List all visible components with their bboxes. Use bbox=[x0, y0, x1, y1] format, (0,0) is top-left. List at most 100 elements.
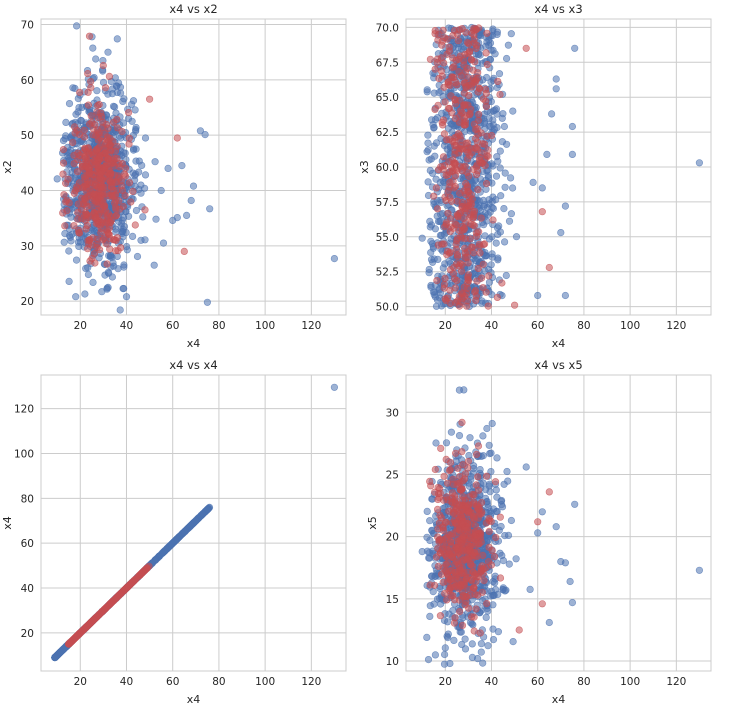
data-point bbox=[483, 60, 491, 69]
y-tick-label: 50 bbox=[21, 130, 34, 142]
data-point bbox=[493, 153, 501, 161]
data-point bbox=[497, 192, 505, 200]
data-point bbox=[435, 166, 443, 174]
data-point bbox=[90, 190, 98, 198]
y-tick-label: 70.0 bbox=[376, 22, 399, 34]
x-tick-label: 120 bbox=[301, 676, 321, 688]
data-point bbox=[434, 544, 442, 552]
data-point bbox=[442, 533, 451, 542]
data-point bbox=[571, 500, 579, 508]
data-point bbox=[85, 120, 94, 128]
data-point bbox=[87, 77, 95, 86]
data-point bbox=[451, 114, 459, 123]
data-point bbox=[477, 129, 485, 137]
data-point bbox=[488, 253, 496, 261]
data-point bbox=[458, 167, 467, 175]
data-point bbox=[59, 137, 68, 145]
data-point bbox=[423, 507, 431, 516]
data-point bbox=[552, 85, 560, 93]
data-point bbox=[111, 147, 120, 155]
y-axis-label: x2 bbox=[1, 160, 14, 174]
data-point bbox=[495, 526, 503, 534]
data-point bbox=[493, 28, 502, 36]
data-point bbox=[94, 101, 102, 110]
data-point bbox=[129, 97, 138, 105]
data-point bbox=[436, 612, 445, 620]
data-point bbox=[116, 306, 124, 314]
data-point bbox=[424, 655, 433, 664]
data-point bbox=[472, 76, 480, 84]
data-point bbox=[129, 169, 137, 177]
data-point bbox=[431, 581, 439, 589]
data-point bbox=[447, 542, 455, 550]
data-point bbox=[113, 35, 121, 43]
data-point bbox=[460, 61, 468, 69]
data-point bbox=[96, 174, 104, 182]
plot-frame bbox=[40, 18, 347, 316]
data-point bbox=[439, 264, 447, 272]
data-point bbox=[487, 592, 495, 600]
y-tick-label: 60 bbox=[21, 75, 34, 87]
data-point bbox=[65, 277, 73, 286]
data-point bbox=[568, 598, 577, 607]
data-point bbox=[82, 210, 90, 218]
data-point bbox=[183, 211, 191, 219]
data-point bbox=[501, 183, 509, 191]
data-point bbox=[120, 95, 128, 103]
data-point bbox=[73, 168, 82, 176]
data-point bbox=[456, 472, 464, 481]
data-point bbox=[137, 570, 145, 578]
data-point bbox=[84, 270, 92, 279]
data-point bbox=[74, 108, 82, 116]
data-point bbox=[463, 253, 471, 261]
data-point bbox=[482, 180, 491, 188]
data-point bbox=[433, 212, 441, 220]
data-point bbox=[472, 26, 480, 34]
x-tick-label: 40 bbox=[120, 320, 133, 332]
data-point bbox=[187, 196, 195, 205]
data-point bbox=[449, 64, 457, 72]
data-point bbox=[496, 574, 505, 582]
data-point bbox=[426, 517, 434, 525]
data-point bbox=[479, 659, 487, 667]
data-point bbox=[488, 419, 496, 428]
data-point bbox=[108, 90, 116, 98]
data-point bbox=[189, 182, 198, 190]
data-point bbox=[117, 244, 125, 252]
data-point bbox=[430, 192, 438, 200]
data-point bbox=[552, 75, 560, 83]
data-point bbox=[454, 37, 462, 45]
data-point bbox=[462, 179, 470, 188]
data-point bbox=[561, 291, 570, 300]
data-point bbox=[455, 149, 463, 157]
data-point bbox=[124, 582, 132, 590]
data-point bbox=[120, 284, 128, 293]
data-point bbox=[122, 242, 131, 251]
y-tick-label: 67.5 bbox=[376, 57, 399, 69]
data-point bbox=[498, 114, 506, 122]
data-point bbox=[80, 126, 88, 134]
data-point bbox=[440, 472, 448, 480]
data-point bbox=[451, 160, 459, 169]
data-point bbox=[114, 79, 123, 87]
data-point bbox=[491, 478, 500, 486]
x-tick-label: 40 bbox=[485, 320, 498, 332]
data-point bbox=[436, 511, 444, 520]
data-point bbox=[489, 216, 497, 224]
data-point bbox=[450, 636, 458, 645]
data-point bbox=[473, 547, 481, 556]
subplot-title: x4 vs x3 bbox=[534, 2, 582, 16]
data-point bbox=[464, 508, 473, 517]
data-point bbox=[103, 284, 111, 292]
data-point bbox=[482, 288, 490, 296]
data-point bbox=[199, 510, 207, 518]
data-point bbox=[82, 225, 90, 233]
data-point bbox=[437, 67, 446, 75]
data-point bbox=[498, 496, 506, 505]
data-point bbox=[492, 172, 501, 180]
data-point bbox=[451, 172, 460, 180]
data-point bbox=[444, 559, 452, 567]
data-point bbox=[490, 552, 499, 561]
data-point bbox=[424, 146, 432, 154]
data-point bbox=[85, 240, 93, 248]
